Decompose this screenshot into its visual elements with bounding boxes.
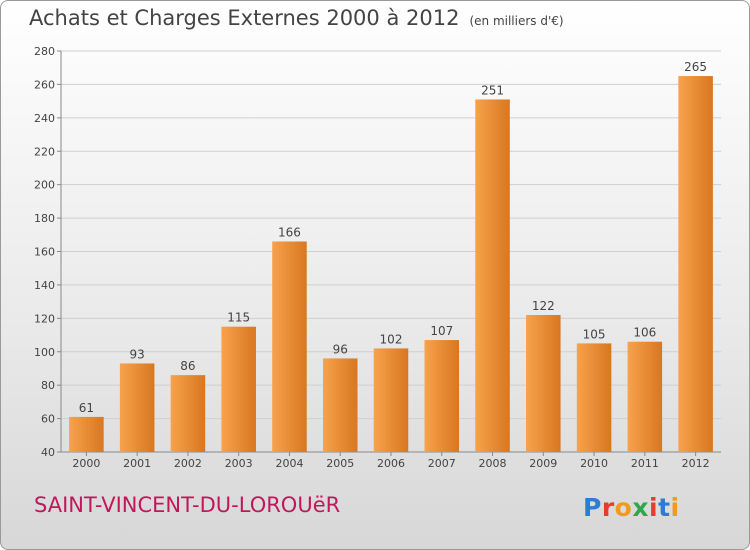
bar-2002 xyxy=(170,375,206,452)
value-label-2001: 93 xyxy=(130,347,145,361)
value-label-2002: 86 xyxy=(180,359,195,373)
logo-letter: P xyxy=(583,493,602,522)
y-tick-label: 240 xyxy=(34,112,55,125)
logo-letter: i xyxy=(670,493,680,522)
x-tick-label-2010: 2010 xyxy=(580,457,608,470)
chart-title-text: Achats et Charges Externes 2000 à 2012 xyxy=(29,6,460,30)
bar-2006 xyxy=(373,348,409,452)
bar-2001 xyxy=(119,363,155,452)
bar-2005 xyxy=(322,358,358,452)
value-label-2003: 115 xyxy=(227,311,250,325)
y-tick-label: 280 xyxy=(34,45,55,58)
y-tick-label: 180 xyxy=(34,212,55,225)
logo-letter: x xyxy=(632,493,649,522)
y-tick-label: 100 xyxy=(34,346,55,359)
value-label-2012: 265 xyxy=(684,60,707,74)
logo-letter: t xyxy=(658,493,671,522)
bars xyxy=(69,76,713,453)
value-label-2010: 105 xyxy=(583,327,606,341)
commune-name: SAINT-VINCENT-DU-LOROUëR xyxy=(34,493,341,517)
value-label-2008: 251 xyxy=(481,83,504,97)
bar-2004 xyxy=(272,241,307,452)
value-label-2000: 61 xyxy=(79,401,94,415)
bar-2000 xyxy=(69,416,104,452)
value-label-2005: 96 xyxy=(333,342,348,356)
logo-letter: o xyxy=(614,493,633,522)
chart-title: Achats et Charges Externes 2000 à 2012 (e… xyxy=(29,6,564,30)
logo-letter: r xyxy=(601,493,615,522)
x-tick-label-2005: 2005 xyxy=(326,457,354,470)
value-label-2007: 107 xyxy=(430,324,453,338)
y-tick-label: 160 xyxy=(34,246,55,259)
bar-2009 xyxy=(526,314,561,452)
value-label-2006: 102 xyxy=(380,332,403,346)
proxiti-logo: Proxiti xyxy=(583,493,680,522)
x-tick-label-2004: 2004 xyxy=(275,457,303,470)
value-label-2011: 106 xyxy=(633,326,656,340)
y-tick-label: 120 xyxy=(34,312,55,325)
bar-2012 xyxy=(678,76,713,452)
y-tick-label: 220 xyxy=(34,145,55,158)
y-tick-label: 80 xyxy=(41,379,55,392)
x-tick-label-2002: 2002 xyxy=(174,457,202,470)
chart-unit-label: (en milliers d'€) xyxy=(469,14,564,28)
y-tick-label: 40 xyxy=(41,446,55,459)
value-label-2009: 122 xyxy=(532,299,555,313)
x-tick-label-2009: 2009 xyxy=(529,457,557,470)
bar-2003 xyxy=(221,326,256,452)
y-tick-label: 200 xyxy=(34,179,55,192)
x-tick-label-2003: 2003 xyxy=(225,457,253,470)
value-label-2004: 166 xyxy=(278,225,301,239)
x-tick-label-2008: 2008 xyxy=(479,457,507,470)
labels: 40 60 80 100 120 140 160 180 200 220 240 260 280 2000… xyxy=(34,45,710,470)
bar-2008 xyxy=(475,99,510,453)
y-tick-label: 260 xyxy=(34,78,55,91)
bar-2010 xyxy=(576,343,612,452)
bar-2007 xyxy=(424,340,460,452)
x-tick-label-2011: 2011 xyxy=(631,457,659,470)
y-tick-label: 60 xyxy=(41,413,55,426)
x-tick-label-2001: 2001 xyxy=(123,457,151,470)
y-tick-label: 140 xyxy=(34,279,55,292)
logo-letter: i xyxy=(649,493,659,522)
x-tick-label-2006: 2006 xyxy=(377,457,405,470)
x-tick-label-2007: 2007 xyxy=(428,457,456,470)
bar-2011 xyxy=(627,341,663,452)
x-tick-label-2012: 2012 xyxy=(682,457,710,470)
x-tick-label-2000: 2000 xyxy=(72,457,100,470)
